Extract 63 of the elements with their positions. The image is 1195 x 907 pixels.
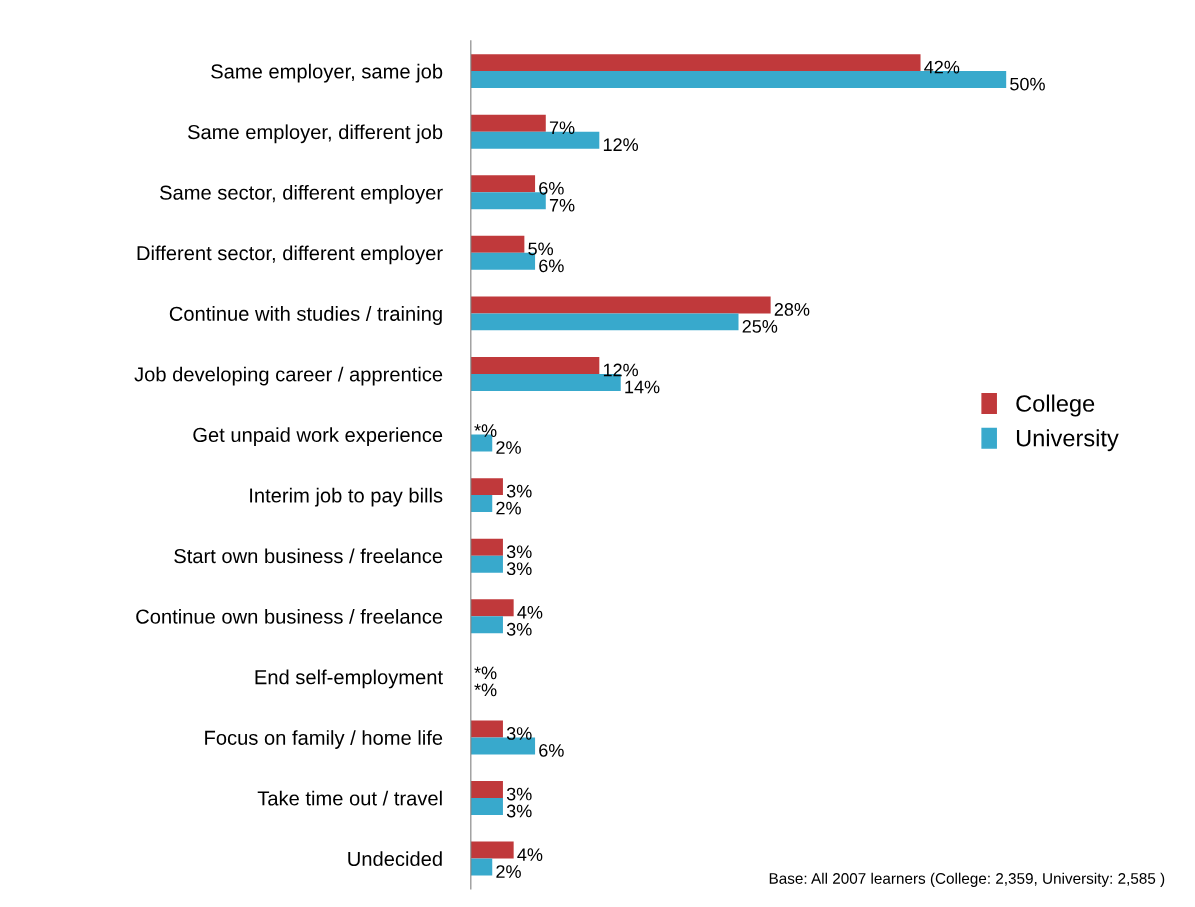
data-label: 3% [506,562,532,576]
data-label: 4% [517,848,543,861]
data-label: *% [474,683,497,697]
y-tick-label: Undecided [348,851,442,867]
y-tick-label: Same sector, different employer [160,184,443,204]
y-tick-label: Continue own business / freelance [136,608,443,624]
data-label: 6% [539,181,564,195]
data-label: 2% [496,441,521,454]
data-label: 25% [742,320,778,333]
data-label: 7% [549,121,575,135]
bar [470,720,503,738]
data-label: 3% [506,787,532,801]
bar [470,313,739,331]
y-tick-label: Take time out / travel [257,790,442,806]
legend-label: College [1016,394,1095,417]
data-label: 6% [539,744,564,757]
y-tick-label: Same employer, same job [211,63,443,83]
annotation: Base: All 2007 learners (College: 2,359, University: 2,585 ) [769,872,1165,887]
y-tick-label: Different sector, different employer [137,245,443,265]
bar [470,235,525,253]
legend-label: University [1016,429,1119,452]
y-tick-label: Interim job to pay bills [250,487,443,507]
bar [470,798,503,815]
data-label: 12% [603,138,639,151]
data-label: *% [474,424,497,437]
y-tick-label: Get unpaid work experience [193,427,443,447]
y-tick-label: Continue with studies / training [169,306,442,325]
data-label: 50% [1010,77,1045,91]
data-label: 2% [496,501,521,515]
data-label: 3% [506,545,532,559]
y-tick-label: Job developing career / apprentice [134,366,443,386]
data-label: 42% [924,60,960,74]
bar [470,858,493,876]
data-label: 3% [506,622,532,636]
data-label: 28% [774,303,810,316]
bar [470,478,503,496]
bar [470,599,514,617]
data-label: 14% [625,380,660,394]
data-label: 6% [539,259,564,273]
bar [470,114,546,132]
y-tick-label: Focus on family / home life [205,730,443,749]
data-label: 3% [506,484,532,498]
data-label: 4% [517,605,543,619]
bar [470,781,503,798]
data-label: 3% [506,727,532,740]
data-label: *% [474,666,497,680]
bar [470,54,921,72]
bar [470,296,771,314]
bar [470,538,503,556]
bar [470,841,514,859]
data-label: 2% [496,865,521,878]
bar [470,357,600,374]
data-label: 7% [549,198,575,212]
y-tick-label: Same employer, different job [187,124,443,144]
bar [470,495,493,513]
data-label: 3% [506,804,532,818]
bar [470,555,503,573]
data-label: 5% [528,242,554,256]
bar [470,175,536,193]
y-tick-label: Start own business / freelance [174,548,443,564]
y-tick-label: End self-employment [255,669,443,689]
data-label: 12% [603,363,639,377]
bar [470,616,503,634]
